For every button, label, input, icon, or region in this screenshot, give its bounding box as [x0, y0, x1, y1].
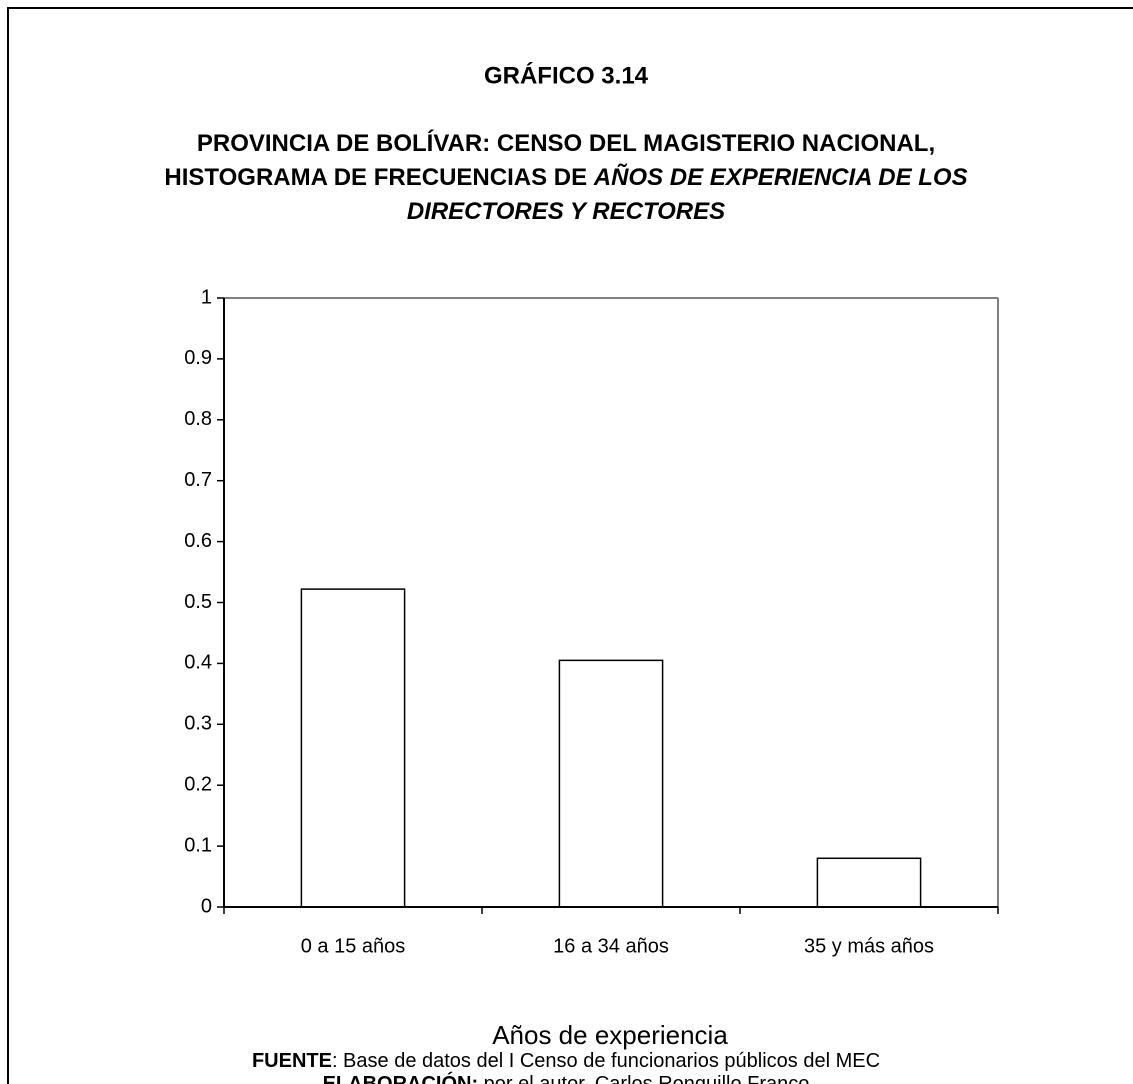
source-note: FUENTE: Base de datos del I Censo de fun…: [252, 1050, 880, 1072]
y-tick-label: 0.4: [184, 652, 212, 674]
note-text: ELABORACIÓN:: [323, 1071, 479, 1084]
frame: [7, 7, 1133, 1084]
subtitle-line: HISTOGRAMA DE FRECUENCIAS DE AÑOS DE EXP…: [164, 163, 967, 191]
y-tick-label: 0: [201, 895, 212, 917]
y-tick-label: 0.3: [184, 713, 212, 735]
y-tick-label: 0.2: [184, 773, 212, 795]
x-tick-label: 16 a 34 años: [553, 935, 669, 957]
y-tick-label: 0.7: [184, 469, 212, 491]
y-tick-label: 0.9: [184, 347, 212, 369]
x-tick-label: 0 a 15 años: [301, 935, 406, 957]
y-tick-label: 0.1: [184, 834, 212, 856]
y-tick-label: 1: [201, 286, 212, 308]
bar: [558, 659, 664, 908]
subtitle-text: HISTOGRAMA DE FRECUENCIAS DE: [164, 164, 593, 191]
x-axis-label: Años de experiencia: [492, 1020, 728, 1050]
y-tick-label: 0.6: [184, 530, 212, 552]
note-text: por el autor, Carlos Ronquillo Franco: [478, 1073, 809, 1084]
subtitle-text: AÑOS DE EXPERIENCIA DE LOS: [593, 163, 968, 191]
note-text: : Base de datos del I Censo de funcionar…: [332, 1050, 880, 1072]
subtitle-line: DIRECTORES Y RECTORES: [407, 198, 725, 225]
bar: [816, 857, 922, 908]
y-tick-label: 0.8: [184, 408, 212, 430]
bar: [300, 588, 406, 908]
chart-title: GRÁFICO 3.14: [484, 61, 649, 89]
subtitle-text: PROVINCIA DE BOLÍVAR: CENSO DEL MAGISTER…: [197, 129, 935, 157]
subtitle-text: DIRECTORES Y RECTORES: [407, 198, 725, 225]
y-tick-label: 0.5: [184, 591, 212, 613]
note-text: FUENTE: [252, 1050, 332, 1072]
subtitle-line: PROVINCIA DE BOLÍVAR: CENSO DEL MAGISTER…: [197, 129, 935, 157]
x-tick-label: 35 y más años: [804, 935, 934, 957]
source-note: ELABORACIÓN: por el autor, Carlos Ronqui…: [323, 1071, 810, 1084]
